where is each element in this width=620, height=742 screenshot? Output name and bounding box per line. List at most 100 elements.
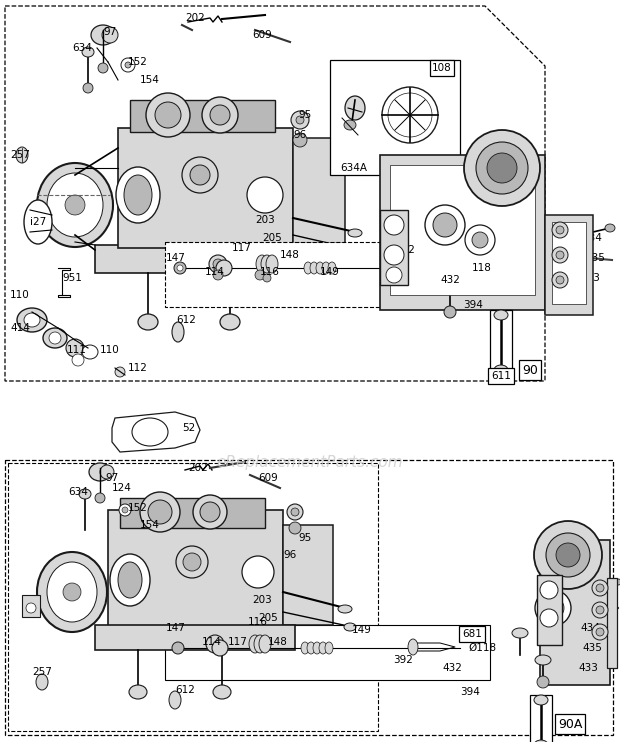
Ellipse shape [172,642,184,654]
Ellipse shape [433,213,457,237]
Ellipse shape [534,695,548,705]
Ellipse shape [82,345,98,359]
Ellipse shape [26,603,36,613]
Ellipse shape [210,105,230,125]
Bar [95,625,295,650]
Ellipse shape [556,226,564,234]
Ellipse shape [472,232,488,248]
Text: 118: 118 [472,263,492,273]
Bar [545,215,593,315]
Text: 149: 149 [352,625,372,635]
Ellipse shape [121,58,135,72]
Ellipse shape [592,580,608,596]
Ellipse shape [494,365,508,375]
Ellipse shape [296,116,304,124]
Text: 114: 114 [202,637,222,647]
Ellipse shape [556,543,580,567]
Ellipse shape [124,175,152,215]
Ellipse shape [43,328,67,348]
Text: 609: 609 [252,30,272,40]
Ellipse shape [386,267,402,283]
Ellipse shape [95,465,109,479]
Text: 433: 433 [578,663,598,673]
Ellipse shape [328,262,336,274]
Ellipse shape [49,332,61,344]
Ellipse shape [348,229,362,237]
Bar [552,222,586,304]
Ellipse shape [556,251,564,259]
Text: 112: 112 [128,363,148,373]
Ellipse shape [512,628,528,638]
Ellipse shape [206,635,224,653]
Text: 97: 97 [103,27,117,37]
Ellipse shape [116,167,160,223]
Ellipse shape [102,27,118,43]
Ellipse shape [301,642,309,654]
Ellipse shape [36,674,48,690]
Text: 110: 110 [100,345,120,355]
Ellipse shape [344,120,356,130]
Text: 203: 203 [255,215,275,225]
Ellipse shape [322,262,330,274]
Text: i27: i27 [30,217,46,227]
Ellipse shape [176,546,208,578]
Ellipse shape [289,522,301,534]
Text: 434: 434 [582,233,602,243]
Text: 257: 257 [10,150,30,160]
Text: 203: 203 [252,595,272,605]
Ellipse shape [190,165,210,185]
Ellipse shape [47,562,97,622]
Ellipse shape [346,245,358,253]
Bar [5,460,613,735]
Text: 205: 205 [258,613,278,623]
Ellipse shape [213,270,223,280]
Text: 117: 117 [228,637,248,647]
Text: 435: 435 [582,643,602,653]
Ellipse shape [540,581,558,599]
Ellipse shape [247,177,283,213]
Ellipse shape [534,740,548,742]
Text: 111: 111 [67,345,87,355]
Bar [8,463,378,731]
Bar [165,625,490,680]
Bar [108,510,283,628]
Text: 202: 202 [188,463,208,473]
Ellipse shape [596,606,604,614]
Bar [130,100,275,132]
Ellipse shape [313,642,321,654]
Ellipse shape [304,262,312,274]
Ellipse shape [263,274,271,282]
Text: 148: 148 [280,250,300,260]
Ellipse shape [552,272,568,288]
Ellipse shape [614,579,620,585]
Ellipse shape [388,93,432,137]
Ellipse shape [465,225,495,255]
Ellipse shape [442,283,458,293]
Ellipse shape [155,102,181,128]
Text: 149: 149 [320,267,340,277]
Ellipse shape [382,87,438,143]
Ellipse shape [596,584,604,592]
Ellipse shape [95,493,105,503]
Text: 433: 433 [580,273,600,283]
Ellipse shape [605,224,615,232]
Text: 154: 154 [140,75,160,85]
Text: 110: 110 [10,290,30,300]
Ellipse shape [319,642,327,654]
Text: 392: 392 [393,655,413,665]
Ellipse shape [407,253,423,263]
Ellipse shape [202,97,238,133]
Text: 114: 114 [205,267,225,277]
Text: 116: 116 [260,267,280,277]
Ellipse shape [200,502,220,522]
Ellipse shape [464,130,540,206]
Ellipse shape [556,276,564,284]
Ellipse shape [169,691,181,709]
Text: 394: 394 [460,687,480,697]
Ellipse shape [256,255,268,273]
Ellipse shape [119,504,131,516]
Ellipse shape [384,215,404,235]
Ellipse shape [255,270,265,280]
Ellipse shape [63,583,81,601]
Text: 148: 148 [268,637,288,647]
